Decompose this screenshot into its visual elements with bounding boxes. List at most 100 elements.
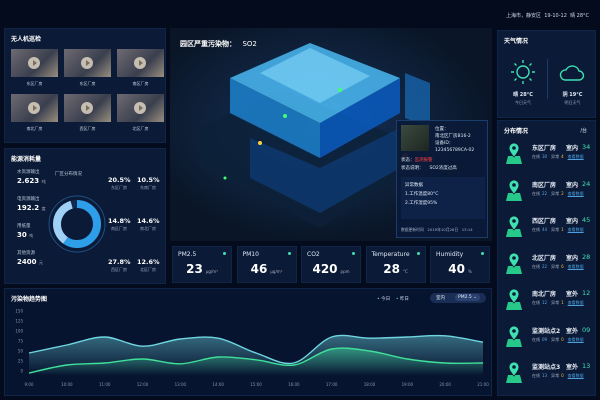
- drone-video-label: 西区厂房: [79, 126, 96, 131]
- site-name: 北区厂房: [532, 254, 557, 262]
- energy-value: 192.2 度: [17, 204, 46, 212]
- view-data-link[interactable]: 查看数据: [567, 154, 584, 159]
- energy-value: 2.623 吨: [17, 177, 46, 185]
- energy-panel: 能源消耗量 水资源输出 2.623 吨电资源输出 192.2 度用纸量 30 吨其他资…: [4, 148, 166, 284]
- metric-card[interactable]: PM2.5 23 μg/m³: [172, 246, 232, 283]
- site-stats: 在线 44 异常 1 查看数据: [532, 227, 584, 233]
- energy-unit: 元: [38, 260, 43, 265]
- metric-value: 23 μg/m³: [173, 262, 231, 276]
- status-dot-icon: [416, 252, 420, 255]
- play-icon[interactable]: [28, 102, 40, 114]
- site-name: 监测站点3: [532, 364, 561, 371]
- device-popup: 位置： 南北区厂房B16-2 设备ID： 123456789CA-02 状态：监…: [396, 120, 488, 238]
- trend-chart-panel: 污染物趋势图 • 今日 • 昨日 室内 PM2.5 ⌄ 0 25 50 75 100 12…: [4, 288, 492, 396]
- map-pin-icon: [506, 252, 522, 274]
- device-label: 设备ID：: [435, 141, 454, 146]
- distribution-title: 分布情况: [504, 128, 529, 135]
- distribution-unit: /台: [580, 128, 587, 134]
- play-icon[interactable]: [28, 57, 40, 69]
- abnormal-label: 异常: [551, 373, 560, 378]
- header-weather: 晴 28°C: [570, 13, 590, 19]
- metric-card[interactable]: CO2 420 ppm: [301, 246, 361, 283]
- view-data-link[interactable]: 查看数据: [567, 300, 584, 305]
- distribution-item: 西区厂房 室内 45 在线 44 异常 1 查看数据: [504, 213, 596, 245]
- date: 19-10-12: [544, 13, 567, 19]
- y-tick-label: 50: [18, 349, 24, 354]
- x-tick-label: 12:00: [137, 382, 149, 387]
- y-tick-label: 125: [15, 319, 23, 324]
- metric-name: Temperature: [371, 251, 410, 258]
- weather-title: 天气情况: [504, 38, 529, 45]
- y-tick-label: 150: [15, 309, 23, 314]
- drone-video-thumbnail[interactable]: [11, 49, 58, 77]
- site-type: 室内: [566, 218, 579, 225]
- energy-title: 能源消耗量: [11, 156, 42, 163]
- site-count: 24: [582, 179, 591, 188]
- y-tick-label: 0: [20, 369, 23, 374]
- drone-video-thumbnail[interactable]: [64, 49, 111, 77]
- drone-video-thumbnail[interactable]: [117, 94, 164, 122]
- metric-card[interactable]: Humidity 40%: [430, 246, 490, 283]
- series-area: [29, 348, 483, 375]
- legend-yesterday[interactable]: • 昨日: [395, 297, 409, 302]
- site-count: 28: [582, 252, 591, 261]
- energy-label: 其他资源: [17, 251, 35, 256]
- tomorrow-label: 明日天气: [564, 100, 581, 105]
- view-data-link[interactable]: 查看数据: [567, 227, 584, 232]
- x-tick-label: 15:00: [250, 382, 262, 387]
- energy-number: 2400: [17, 258, 37, 266]
- view-data-link[interactable]: 查看数据: [567, 336, 584, 342]
- play-icon[interactable]: [134, 102, 146, 114]
- play-icon[interactable]: [81, 57, 93, 69]
- site-name: 监测站点2: [532, 327, 561, 335]
- abnormal-label: 异常: [551, 190, 560, 196]
- distribution-item: 北区厂房 室内 28 在线 22 异常 6 查看数据: [504, 250, 596, 282]
- online-count: 09: [542, 336, 548, 342]
- share-label: 西区厂房: [111, 267, 127, 272]
- location-value: 南北区厂房B16-2: [435, 134, 471, 139]
- view-data-link[interactable]: 查看数据: [567, 373, 584, 378]
- x-tick-label: 16:00: [288, 382, 300, 387]
- abnormal-item: 1.工作温度80°C: [405, 192, 439, 197]
- metric-card[interactable]: PM10 46 μg/m³: [236, 246, 297, 283]
- trend-chart: 0 25 50 75 100 125 150 9:00 10:00 11:00 12:00 13:00…: [15, 309, 489, 388]
- drone-video-thumbnail[interactable]: [117, 49, 164, 77]
- pollutant-select[interactable]: PM2.5 ⌄: [455, 294, 480, 301]
- drone-video-thumbnail[interactable]: [64, 94, 111, 122]
- play-icon[interactable]: [81, 102, 93, 114]
- location-filter[interactable]: 室内: [436, 296, 445, 301]
- metric-name: PM10: [242, 251, 259, 258]
- metric-number: 420: [312, 262, 338, 276]
- distribution-ring: [48, 195, 106, 253]
- online-count: 12: [542, 300, 548, 305]
- drone-video-thumbnail[interactable]: [11, 94, 58, 122]
- online-label: 在线: [532, 227, 540, 232]
- park-3d-scene[interactable]: 园区严重污染物： SO2 位置： 南北区厂房B16-2 设备ID： 123456…: [170, 28, 492, 241]
- site-type: 室内: [566, 254, 579, 262]
- site-type: 室外: [566, 291, 579, 298]
- x-tick-label: 10:00: [61, 382, 73, 387]
- metric-number: 28: [383, 262, 400, 276]
- online-label: 在线: [532, 336, 540, 342]
- energy-value: 30 吨: [17, 231, 33, 239]
- legend-today[interactable]: • 今日: [377, 297, 391, 302]
- drone-video-label: 东区厂房: [26, 81, 43, 86]
- abnormal-box: 异常数据 1.工作温度80°C 2.工作湿度95%: [401, 177, 485, 219]
- abnormal-count: 2: [561, 190, 564, 196]
- online-label: 在线: [532, 190, 540, 196]
- pollutant-name: SO2: [242, 40, 257, 48]
- desc-label: 状态说明：: [401, 166, 424, 171]
- tomorrow-temp: 阴 19°C: [562, 92, 583, 98]
- weather-panel: 天气情况 晴 28°C 今日天气 阴 19°C 明日天气: [497, 30, 596, 118]
- abnormal-title: 异常数据: [405, 183, 423, 188]
- status-label: 状态：: [401, 158, 415, 163]
- metric-card[interactable]: Temperature 28 °C: [365, 246, 426, 283]
- site-stats: 在线 22 异常 6 查看数据: [532, 264, 584, 270]
- device-photo: [401, 125, 429, 151]
- share-label: 北区厂房: [140, 267, 156, 272]
- play-icon[interactable]: [134, 57, 146, 69]
- y-tick-label: 75: [18, 339, 24, 344]
- view-data-link[interactable]: 查看数据: [567, 263, 584, 269]
- device-id: 123456789CA-02: [435, 148, 475, 153]
- view-data-link[interactable]: 查看数据: [567, 190, 584, 196]
